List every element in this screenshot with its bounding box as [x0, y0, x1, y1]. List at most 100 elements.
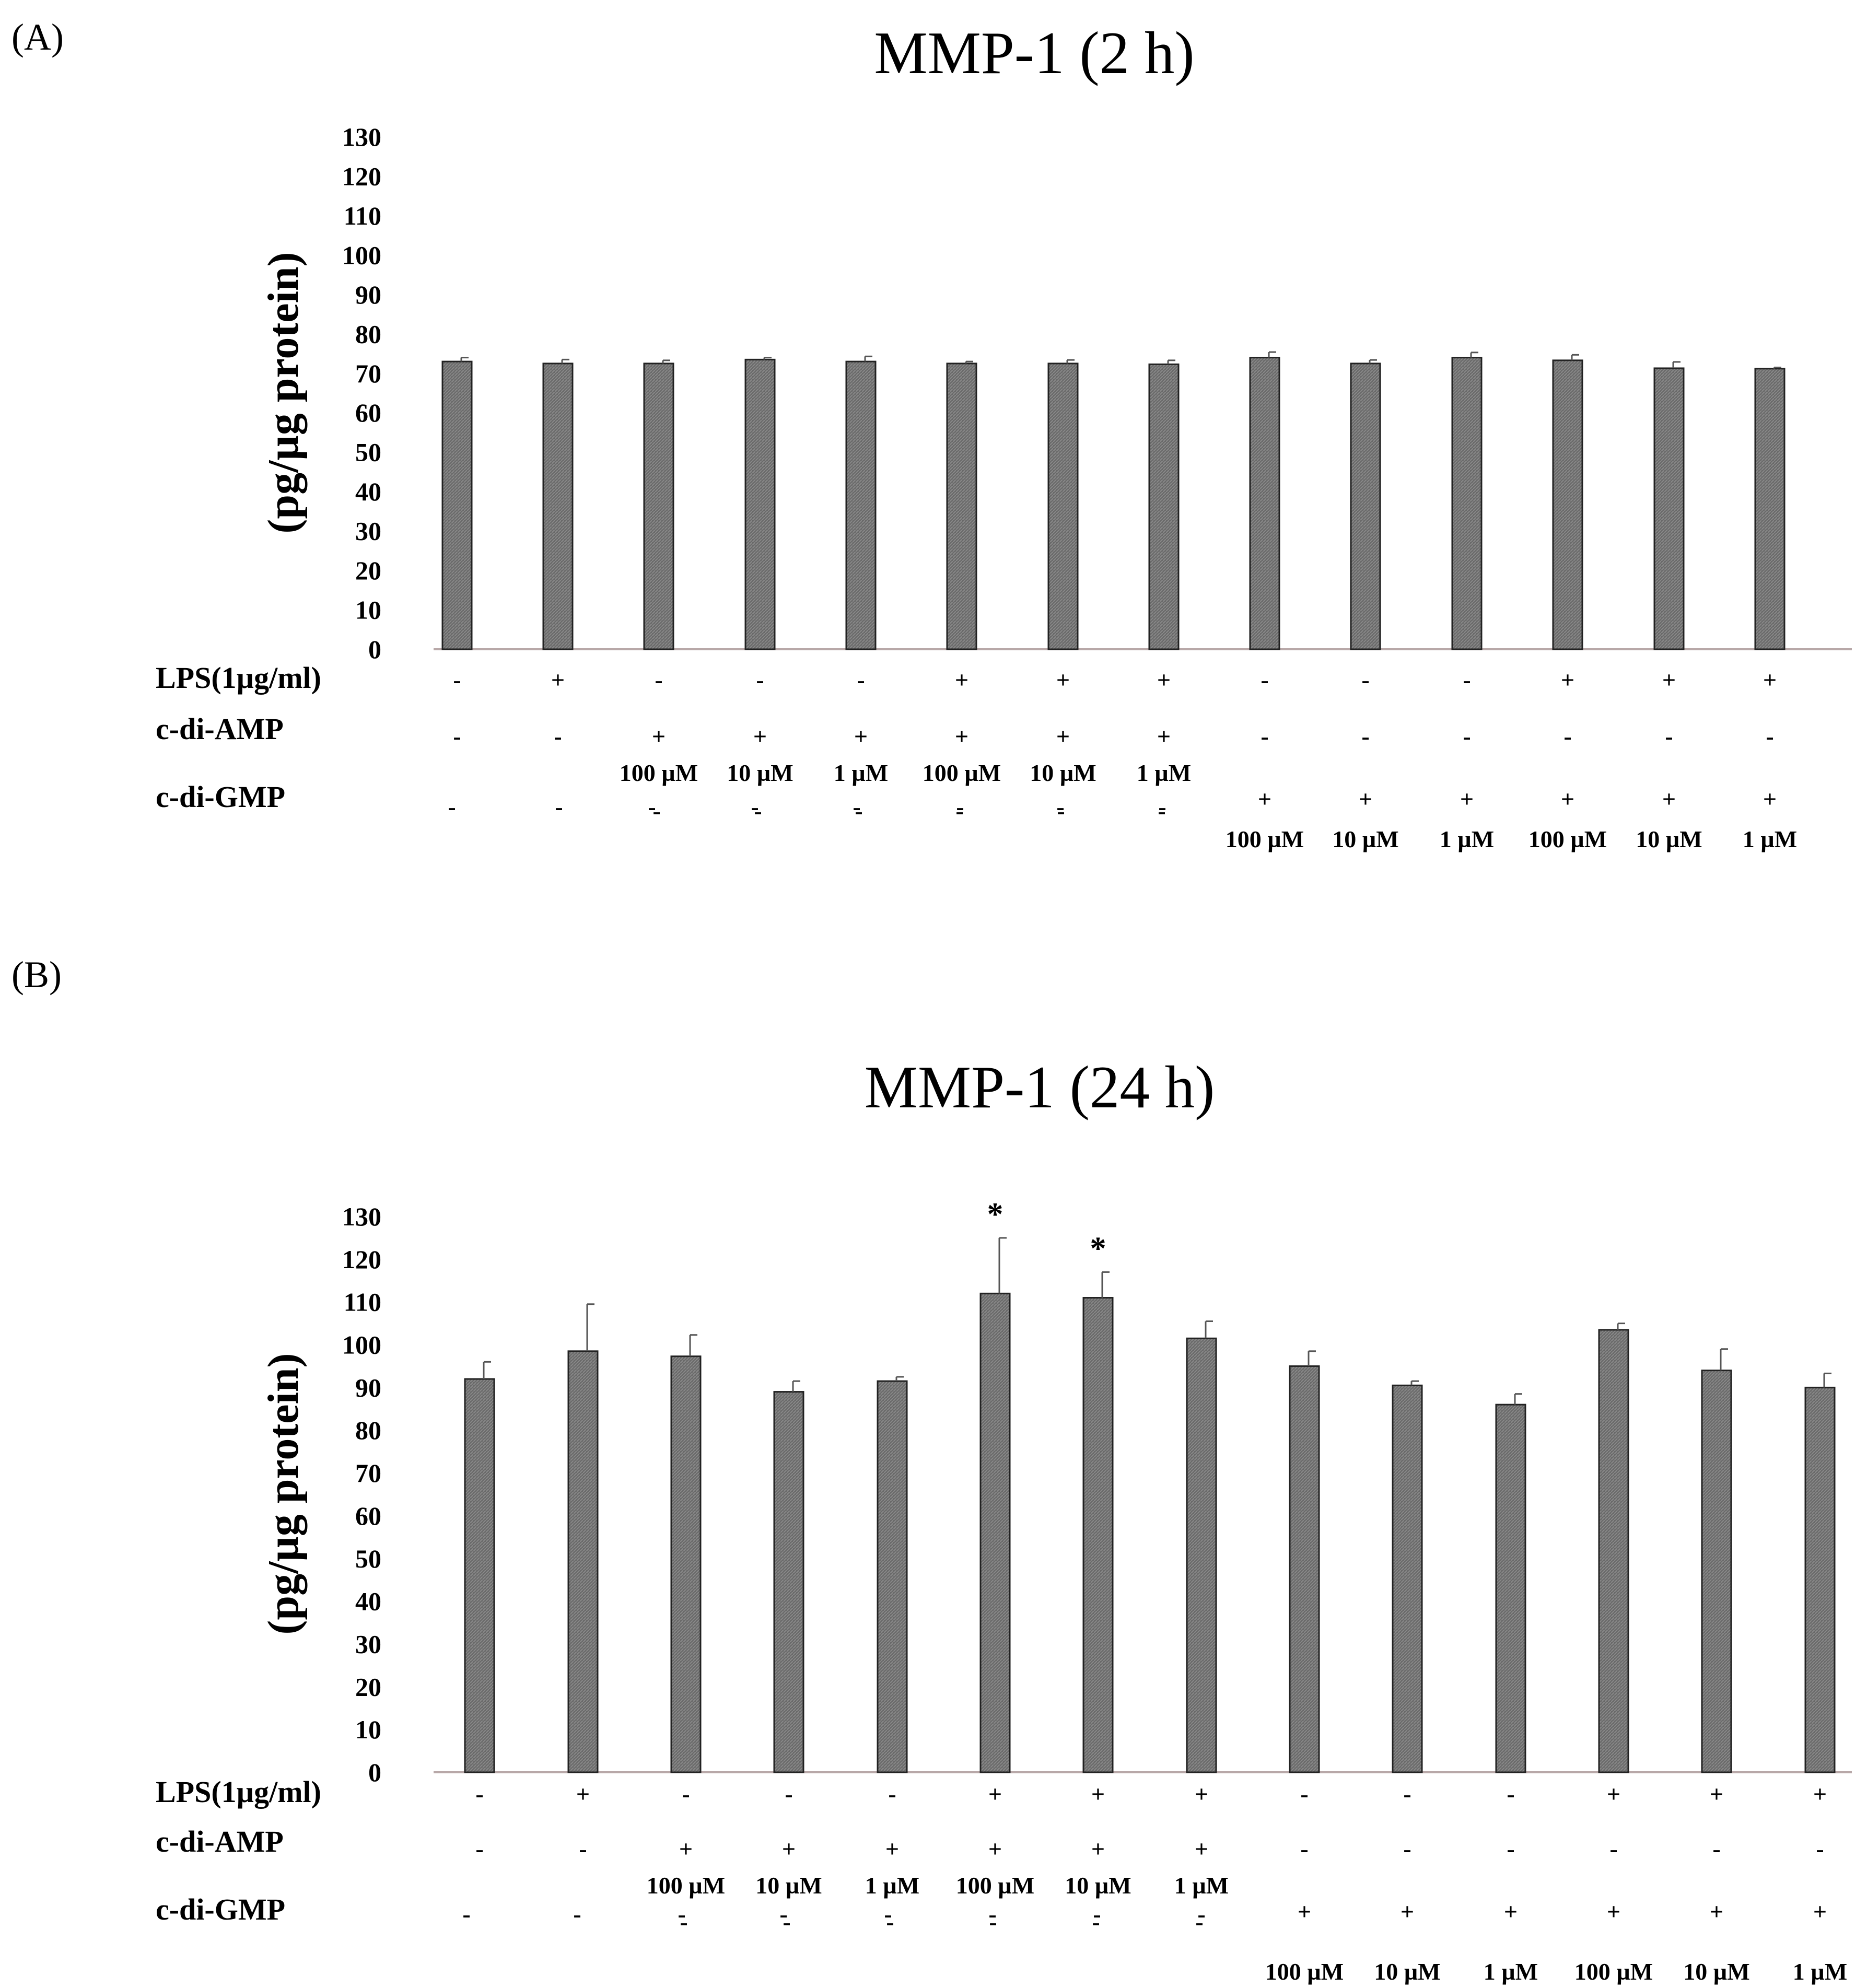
c-di-amp-concentration: 10 µM	[727, 759, 793, 786]
y-tick-label: 90	[355, 280, 381, 309]
y-tick-label: 80	[355, 1416, 381, 1445]
c-di-gmp-concentration: 1 µM	[1484, 1958, 1538, 1985]
c-di-gmp-symbol-lower: -	[652, 798, 660, 824]
bar-14	[1754, 368, 1786, 650]
panel-b: (B)MMP-1 (24 h)1301201101009080706050403…	[11, 954, 1852, 1985]
lps-symbol: +	[1662, 666, 1676, 693]
bar-6	[946, 362, 977, 650]
c-di-gmp-symbol-lower: -	[1057, 798, 1065, 824]
lps-symbol: +	[1561, 666, 1574, 693]
c-di-amp-symbol: -	[1665, 723, 1673, 750]
lps-symbol: +	[1763, 666, 1777, 693]
c-di-gmp-concentration: 1 µM	[1793, 1958, 1847, 1985]
c-di-gmp-symbol: -	[678, 1901, 685, 1927]
c-di-gmp-concentration: 100 µM	[1226, 826, 1304, 852]
c-di-gmp-symbol-lower: -	[886, 1909, 894, 1935]
c-di-gmp-symbol: +	[1258, 786, 1271, 812]
y-tick-label: 70	[355, 1458, 381, 1488]
c-di-gmp-symbol: -	[751, 793, 759, 820]
c-di-gmp-concentration: 10 µM	[1374, 1958, 1440, 1985]
c-di-amp-concentration: 10 µM	[1030, 759, 1096, 786]
c-di-amp-symbol: -	[1816, 1835, 1824, 1862]
bar-1	[464, 1378, 495, 1773]
c-di-amp-symbol: +	[1157, 723, 1171, 750]
c-di-gmp-symbol-lower: -	[680, 1909, 687, 1935]
c-di-amp-concentration: 1 µM	[1137, 759, 1191, 786]
lps-symbol: +	[988, 1781, 1002, 1807]
bar-10	[1392, 1384, 1423, 1773]
lps-symbol: -	[1403, 1781, 1411, 1807]
c-di-amp-symbol: -	[1609, 1835, 1617, 1862]
chart-title: MMP-1 (24 h)	[865, 1054, 1215, 1120]
lps-symbol: -	[857, 666, 865, 693]
bar-4	[773, 1391, 804, 1773]
bar-12	[1552, 359, 1583, 650]
lps-symbol: +	[955, 666, 968, 693]
c-di-gmp-concentration: 100 µM	[1528, 826, 1607, 852]
c-di-amp-concentration: 1 µM	[865, 1872, 919, 1899]
c-di-gmp-symbol-lower: -	[1195, 1909, 1203, 1935]
bar-13	[1653, 367, 1685, 650]
lps-symbol: +	[1091, 1781, 1105, 1807]
y-tick-label: 30	[355, 517, 381, 546]
row-label-c-di-amp: c-di-AMP	[156, 712, 284, 746]
bar-10	[1350, 362, 1381, 650]
c-di-gmp-symbol: -	[779, 1901, 787, 1927]
c-di-gmp-symbol: +	[1607, 1898, 1620, 1925]
c-di-gmp-concentration: 10 µM	[1683, 1958, 1749, 1985]
c-di-gmp-symbol: -	[448, 793, 456, 820]
chart-title: MMP-1 (2 h)	[874, 20, 1194, 86]
c-di-gmp-symbol: +	[1359, 786, 1372, 812]
y-tick-label: 70	[355, 359, 381, 388]
c-di-amp-symbol: -	[1507, 1835, 1514, 1862]
bar-7	[1047, 362, 1079, 650]
panel-label: (B)	[11, 954, 62, 996]
c-di-amp-concentration: 100 µM	[956, 1872, 1034, 1899]
row-label-lps: LPS(1µg/ml)	[156, 1775, 321, 1809]
c-di-amp-symbol: -	[1563, 723, 1571, 750]
c-di-amp-concentration: 10 µM	[755, 1872, 822, 1899]
bar-2	[567, 1350, 599, 1773]
y-tick-label: 40	[355, 477, 381, 506]
lps-symbol: -	[453, 666, 461, 693]
lps-symbol: +	[1195, 1781, 1208, 1807]
y-tick-label: 100	[342, 1330, 381, 1360]
c-di-amp-symbol: +	[679, 1835, 693, 1862]
lps-symbol: -	[682, 1781, 690, 1807]
c-di-amp-symbol: +	[652, 723, 666, 750]
c-di-amp-symbol: +	[753, 723, 767, 750]
y-tick-label: 100	[342, 240, 381, 270]
c-di-gmp-symbol: -	[1158, 793, 1166, 820]
lps-symbol: -	[1507, 1781, 1514, 1807]
significance-star: *	[1090, 1231, 1106, 1266]
c-di-gmp-symbol: +	[1460, 786, 1474, 812]
y-tick-label: 90	[355, 1373, 381, 1402]
c-di-amp-symbol: -	[1300, 1835, 1308, 1862]
c-di-amp-symbol: +	[1091, 1835, 1105, 1862]
c-di-gmp-symbol-lower: -	[1158, 798, 1165, 824]
c-di-gmp-symbol: -	[853, 793, 860, 820]
c-di-amp-symbol: -	[1463, 723, 1471, 750]
y-tick-label: 0	[368, 635, 381, 664]
c-di-gmp-symbol-lower: -	[783, 1909, 790, 1935]
c-di-amp-symbol: -	[453, 723, 461, 750]
y-tick-label: 60	[355, 1501, 381, 1530]
y-tick-label: 110	[344, 201, 381, 230]
y-tick-label: 10	[355, 595, 381, 625]
lps-symbol: -	[888, 1781, 896, 1807]
bar-5	[877, 1380, 908, 1773]
c-di-gmp-symbol-lower: -	[955, 798, 963, 824]
c-di-gmp-concentration: 100 µM	[1574, 1958, 1653, 1985]
bar-8	[1148, 363, 1180, 650]
c-di-gmp-concentration: 1 µM	[1440, 826, 1494, 852]
lps-symbol: -	[1300, 1781, 1308, 1807]
lps-symbol: +	[1157, 666, 1171, 693]
c-di-amp-symbol: +	[988, 1835, 1002, 1862]
y-tick-label: 130	[342, 122, 381, 151]
c-di-gmp-symbol-lower: -	[989, 1909, 997, 1935]
y-tick-label: 40	[355, 1587, 381, 1616]
lps-symbol: -	[1261, 666, 1268, 693]
significance-star: *	[987, 1197, 1003, 1232]
c-di-gmp-symbol: -	[988, 1901, 996, 1927]
bar-9	[1249, 357, 1280, 650]
